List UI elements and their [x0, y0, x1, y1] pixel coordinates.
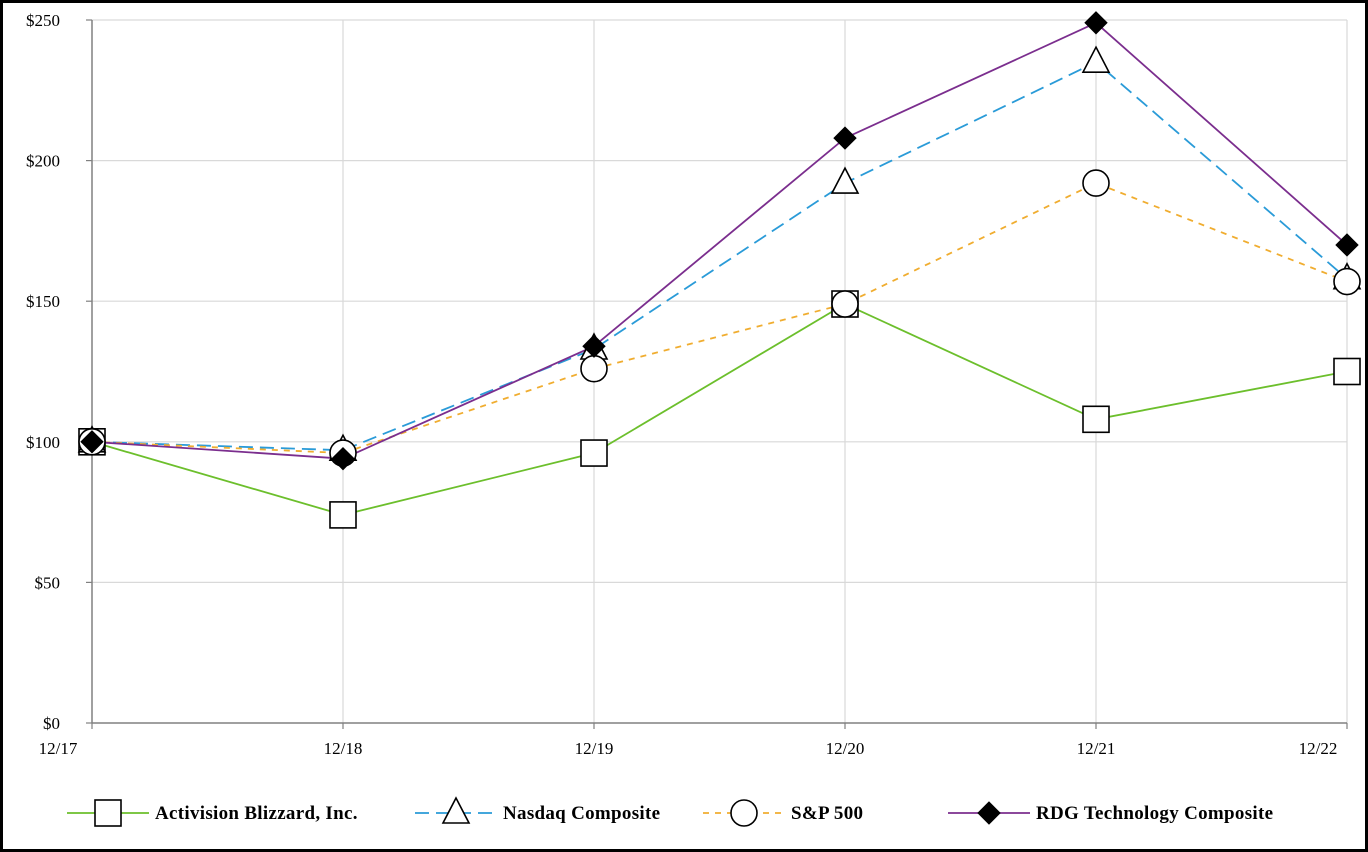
- legend-marker: [94, 799, 122, 827]
- y-tick-label: $250: [26, 11, 60, 30]
- legend-label: Activision Blizzard, Inc.: [155, 803, 358, 824]
- y-tick-label: $100: [26, 433, 60, 452]
- legend-label: RDG Technology Composite: [1036, 803, 1273, 824]
- data-point-marker: [833, 126, 857, 150]
- x-axis-ticks: 12/17 12/18 12/19 12/20 12/21 12/22: [39, 723, 1348, 758]
- legend: Activision Blizzard, Inc. Nasdaq Composit…: [67, 796, 1273, 827]
- data-point-marker: [1084, 11, 1108, 35]
- gridlines: [92, 19, 1348, 723]
- legend-label: Nasdaq Composite: [503, 803, 660, 824]
- data-point-marker: [331, 446, 355, 471]
- series-line-1: [91, 61, 1348, 452]
- y-tick-label: $150: [26, 292, 60, 311]
- data-point-marker: [582, 334, 606, 358]
- data-point-marker: [1333, 357, 1361, 386]
- x-tick-label: 12/19: [575, 739, 614, 758]
- data-point-marker: [831, 290, 859, 318]
- legend-item: Activision Blizzard, Inc.: [67, 799, 358, 827]
- series-lines: [91, 21, 1348, 516]
- axes: [91, 20, 1347, 724]
- legend-marker: [977, 801, 1001, 825]
- data-point-marker: [1082, 405, 1110, 434]
- legend-marker: [441, 796, 471, 824]
- legend-item: Nasdaq Composite: [415, 796, 660, 824]
- series-line-3: [91, 21, 1348, 460]
- data-point-marker: [1082, 169, 1110, 197]
- x-tick-label: 12/21: [1077, 739, 1116, 758]
- data-point-marker: [1333, 267, 1361, 296]
- y-tick-label: $200: [26, 152, 60, 171]
- x-tick-label: 12/18: [324, 739, 363, 758]
- x-tick-label: 12/22: [1299, 739, 1338, 758]
- legend-marker: [730, 799, 758, 827]
- data-point-marker: [580, 354, 608, 383]
- legend-item: S&P 500: [703, 799, 863, 827]
- data-point-marker: [1335, 233, 1359, 257]
- data-point-marker: [80, 430, 104, 454]
- x-tick-label: 12/17: [39, 739, 78, 758]
- data-point-marker: [1081, 45, 1111, 73]
- data-point-marker: [830, 166, 860, 194]
- data-point-marker: [580, 439, 608, 467]
- y-tick-label: $50: [35, 573, 61, 592]
- legend-item: RDG Technology Composite: [948, 801, 1273, 825]
- series-markers: [77, 11, 1362, 529]
- y-axis-ticks: $0 $50 $100 $150 $200 $250: [26, 11, 92, 733]
- data-point-marker: [329, 501, 357, 529]
- series-line-2: [91, 182, 1348, 454]
- y-tick-label: $0: [43, 714, 60, 733]
- x-tick-label: 12/20: [826, 739, 865, 758]
- legend-label: S&P 500: [791, 803, 863, 824]
- series-line-0: [91, 302, 1348, 516]
